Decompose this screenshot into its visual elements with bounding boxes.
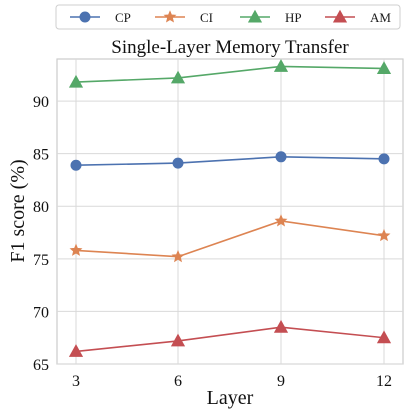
series-lines: [75, 65, 385, 353]
legend-marker-hp: [247, 9, 263, 23]
x-tick-label: 3: [72, 373, 80, 390]
data-point-ci: [377, 228, 391, 242]
grid-lines: [57, 59, 403, 365]
series-line-hp: [75, 65, 385, 83]
x-tick-labels: 3 6 9 12: [72, 373, 392, 390]
data-point-cp: [275, 151, 287, 163]
data-point-hp: [68, 74, 84, 88]
legend-item-am: AM: [325, 9, 391, 25]
legend-label-ci: CI: [200, 10, 213, 25]
data-point-cp: [172, 157, 184, 169]
plot-area: [56, 58, 404, 365]
legend-item-hp: HP: [240, 9, 302, 25]
x-tick-label: 9: [277, 373, 285, 390]
chart-title: Single-Layer Memory Transfer: [111, 37, 349, 58]
y-tick-label: 70: [33, 304, 49, 321]
y-tick-label: 65: [33, 357, 49, 374]
series-line-cp: [75, 155, 385, 166]
y-tick-label: 80: [33, 199, 49, 216]
series-line-am: [75, 326, 385, 353]
y-tick-label: 85: [33, 147, 49, 164]
x-tick-label: 12: [376, 373, 392, 390]
legend-label-am: AM: [370, 10, 391, 25]
legend-marker-cp: [79, 11, 91, 23]
legend-label-cp: CP: [115, 10, 131, 25]
legend-item-ci: CI: [155, 10, 213, 25]
series-line-ci: [75, 220, 385, 258]
y-tick-label: 90: [33, 94, 49, 111]
y-axis-label: F1 score (%): [7, 159, 29, 262]
series-markers: [68, 59, 392, 357]
data-point-ci: [171, 249, 185, 263]
legend-item-cp: CP: [70, 10, 131, 25]
data-point-cp: [70, 159, 82, 171]
data-point-hp: [273, 59, 289, 72]
x-axis-label: Layer: [207, 387, 254, 409]
data-point-hp: [170, 70, 186, 84]
legend-marker-am: [332, 9, 348, 23]
data-point-hp: [376, 61, 392, 74]
y-tick-labels: 65 70 75 80 85 90: [33, 94, 49, 374]
legend-marker-ci: [163, 10, 177, 23]
y-tick-label: 75: [33, 252, 49, 269]
data-point-am: [68, 344, 84, 357]
data-point-cp: [378, 153, 390, 165]
x-tick-label: 6: [174, 373, 182, 390]
legend-label-hp: HP: [285, 10, 302, 25]
data-point-ci: [274, 214, 288, 227]
data-point-am: [376, 330, 392, 344]
data-point-am: [170, 333, 186, 347]
data-point-ci: [69, 243, 83, 256]
data-point-am: [273, 319, 289, 333]
legend: CP CI HP AM: [55, 4, 401, 30]
legend-frame: [55, 4, 401, 30]
